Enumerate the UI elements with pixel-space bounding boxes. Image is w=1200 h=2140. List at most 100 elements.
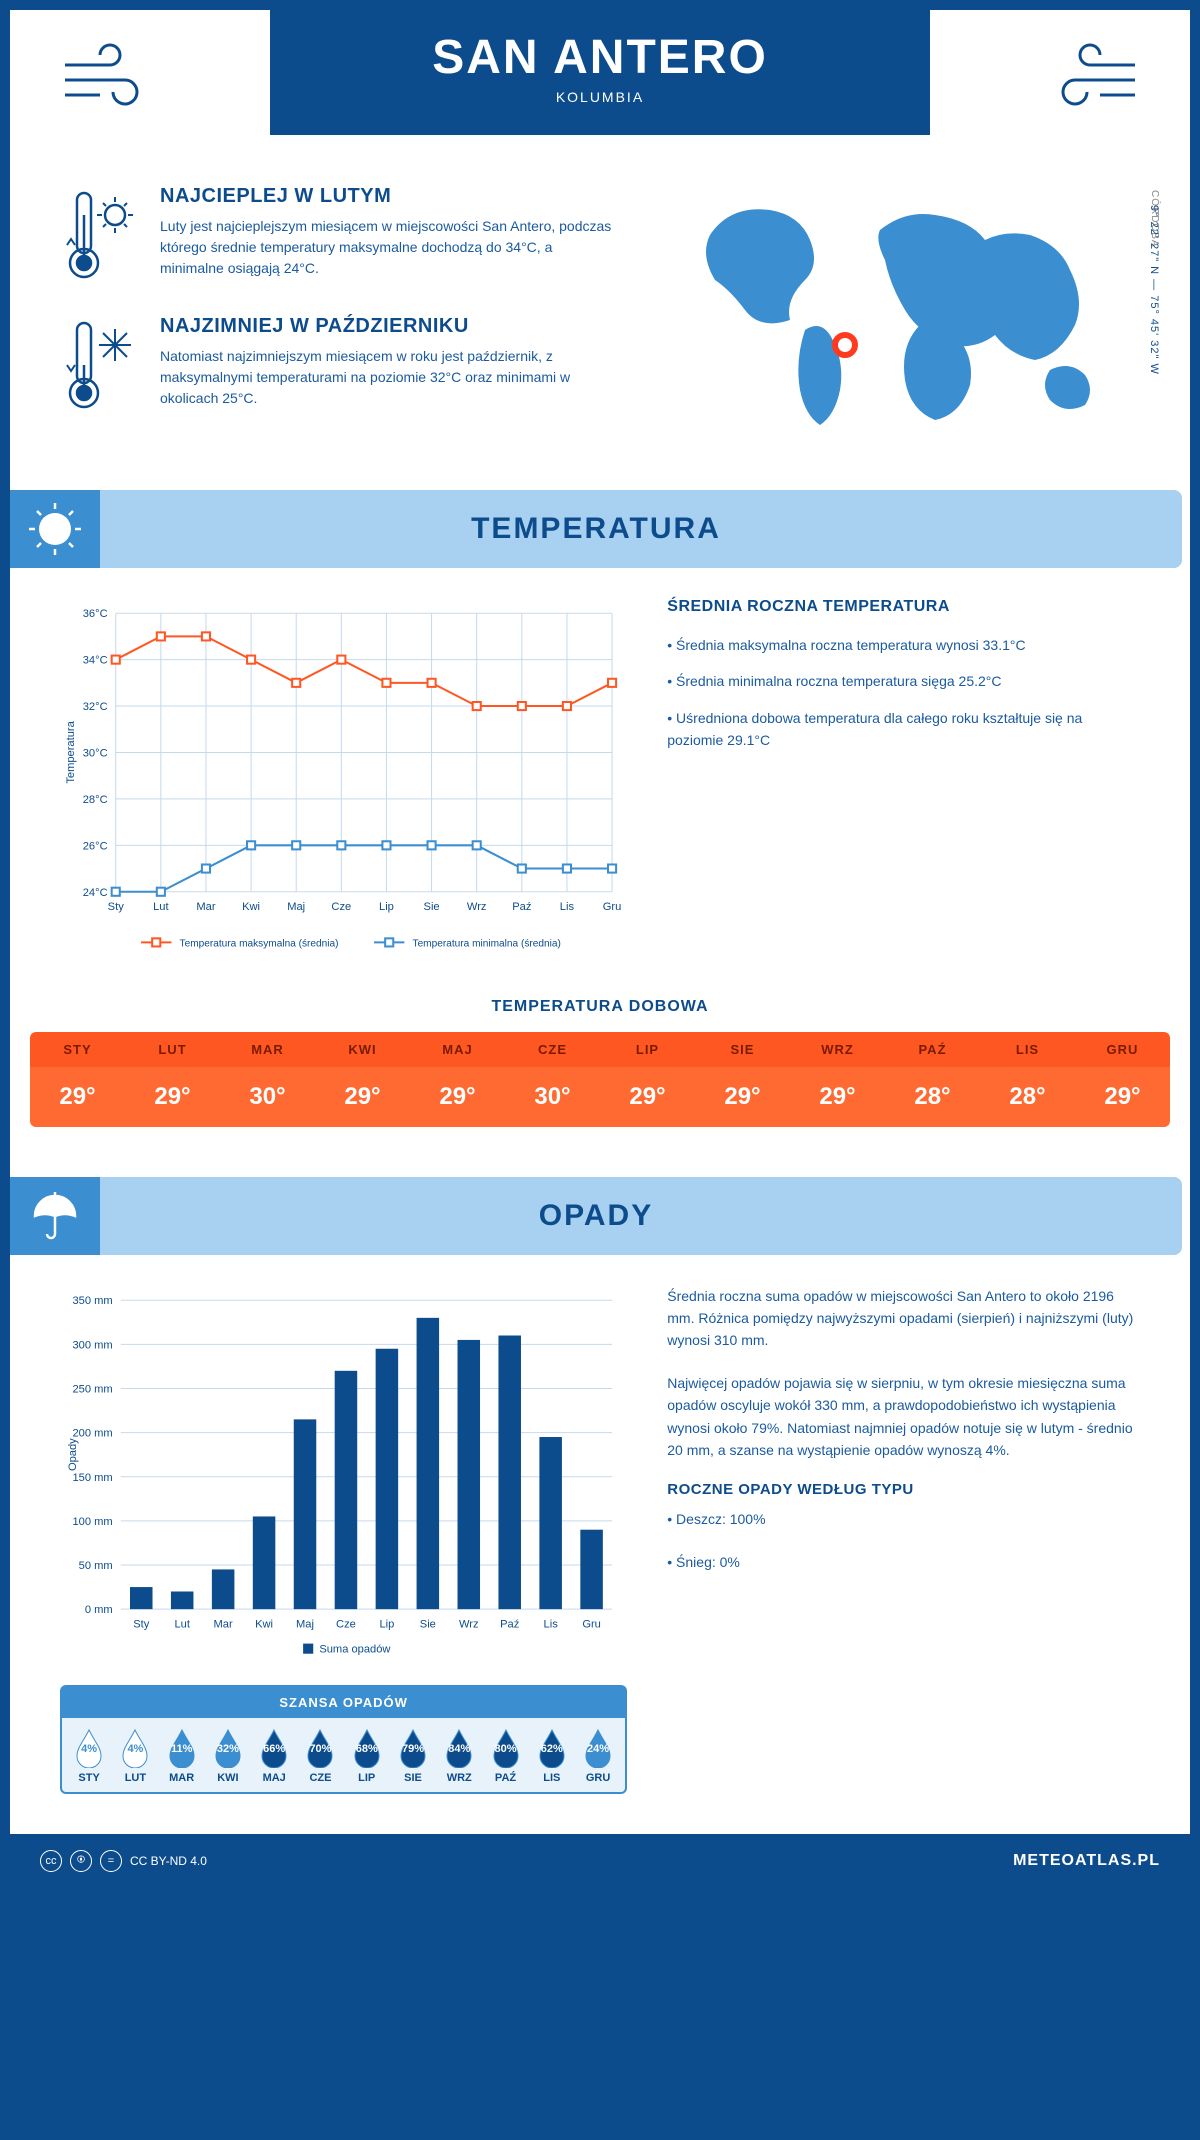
chance-percent: 11% xyxy=(171,1743,192,1755)
daily-temp-value: 29° xyxy=(1075,1067,1170,1127)
temp-desc-p2: • Średnia minimalna roczna temperatura s… xyxy=(667,670,1140,692)
daily-temp-value: 29° xyxy=(695,1067,790,1127)
svg-text:Paź: Paź xyxy=(512,901,532,913)
header: SAN ANTERO KOLUMBIA xyxy=(10,10,1190,185)
temp-desc-p3: • Uśredniona dobowa temperatura dla całe… xyxy=(667,707,1140,752)
world-map-icon xyxy=(660,185,1140,445)
chance-percent: 79% xyxy=(402,1743,424,1755)
svg-text:Lis: Lis xyxy=(560,901,575,913)
info-text-column: NAJCIEPLEJ W LUTYM Luty jest najcieplejs… xyxy=(60,185,620,450)
chance-month: LUT xyxy=(112,1772,158,1784)
precipitation-title: OPADY xyxy=(30,1199,1162,1233)
precipitation-bar-chart: 0 mm50 mm100 mm150 mm200 mm250 mm300 mm3… xyxy=(60,1285,627,1670)
daily-temp-month: WRZ xyxy=(790,1032,885,1067)
info-section: NAJCIEPLEJ W LUTYM Luty jest najcieplejs… xyxy=(10,185,1190,490)
daily-temp-month: SIE xyxy=(695,1032,790,1067)
daily-temp-value: 29° xyxy=(30,1067,125,1127)
svg-text:150 mm: 150 mm xyxy=(72,1471,112,1483)
drop-icon: 66% xyxy=(258,1728,290,1768)
precip-type-snow: • Śnieg: 0% xyxy=(667,1551,1140,1573)
svg-text:300 mm: 300 mm xyxy=(72,1339,112,1351)
temperature-content: 24°C26°C28°C30°C32°C34°C36°CStyLutMarKwi… xyxy=(10,568,1190,988)
svg-text:Maj: Maj xyxy=(287,901,305,913)
wind-icon xyxy=(60,40,150,124)
coordinates: 9° 22' 27" N — 75° 45' 32" W xyxy=(1148,205,1160,375)
svg-text:250 mm: 250 mm xyxy=(72,1383,112,1395)
temp-desc-p1: • Średnia maksymalna roczna temperatura … xyxy=(667,634,1140,656)
chance-item: 62% LIS xyxy=(529,1728,575,1784)
city-title: SAN ANTERO xyxy=(310,30,890,85)
svg-text:Sty: Sty xyxy=(133,1618,150,1630)
chance-month: GRU xyxy=(575,1772,621,1784)
svg-text:Sie: Sie xyxy=(424,901,440,913)
footer: cc 🅯 = CC BY-ND 4.0 METEOATLAS.PL xyxy=(10,1834,1190,1888)
warmest-desc: Luty jest najcieplejszym miesiącem w mie… xyxy=(160,216,620,279)
svg-text:Gru: Gru xyxy=(603,901,622,913)
chance-percent: 66% xyxy=(263,1743,285,1755)
drop-icon: 68% xyxy=(351,1728,383,1768)
location-marker-icon xyxy=(835,335,855,355)
chance-month: KWI xyxy=(205,1772,251,1784)
coldest-text: NAJZIMNIEJ W PAŹDZIERNIKU Natomiast najz… xyxy=(160,315,620,415)
chance-month: PAŹ xyxy=(482,1772,528,1784)
precip-p1: Średnia roczna suma opadów w miejscowośc… xyxy=(667,1285,1140,1352)
chance-month: SIE xyxy=(390,1772,436,1784)
svg-text:Kwi: Kwi xyxy=(255,1618,273,1630)
daily-temp-value: 28° xyxy=(980,1067,1075,1127)
page: SAN ANTERO KOLUMBIA NAJCIEPLEJ W LUTYM L… xyxy=(0,0,1200,1898)
precipitation-content: 0 mm50 mm100 mm150 mm200 mm250 mm300 mm3… xyxy=(10,1255,1190,1834)
daily-temp-header-row: STYLUTMARKWIMAJCZELIPSIEWRZPAŹLISGRU xyxy=(30,1032,1170,1067)
precipitation-left-column: 0 mm50 mm100 mm150 mm200 mm250 mm300 mm3… xyxy=(60,1285,627,1794)
temp-desc-title: ŚREDNIA ROCZNA TEMPERATURA xyxy=(667,598,1140,616)
daily-temp-title: TEMPERATURA DOBOWA xyxy=(10,998,1190,1016)
daily-temp-month: GRU xyxy=(1075,1032,1170,1067)
chance-item: 70% CZE xyxy=(297,1728,343,1784)
svg-text:50 mm: 50 mm xyxy=(79,1560,113,1572)
chance-title: SZANSA OPADÓW xyxy=(62,1687,625,1718)
precip-type-rain: • Deszcz: 100% xyxy=(667,1508,1140,1530)
svg-text:34°C: 34°C xyxy=(83,655,108,667)
chance-item: 68% LIP xyxy=(344,1728,390,1784)
chance-month: CZE xyxy=(297,1772,343,1784)
svg-text:Mar: Mar xyxy=(196,901,215,913)
svg-text:Kwi: Kwi xyxy=(242,901,260,913)
svg-text:Wrz: Wrz xyxy=(467,901,487,913)
chance-percent: 4% xyxy=(127,1743,143,1755)
drop-icon: 62% xyxy=(536,1728,568,1768)
daily-temp-value: 30° xyxy=(505,1067,600,1127)
svg-text:Paź: Paź xyxy=(500,1618,520,1630)
chance-item: 24% GRU xyxy=(575,1728,621,1784)
precip-type-title: ROCZNE OPADY WEDŁUG TYPU xyxy=(667,1481,1140,1498)
svg-text:100 mm: 100 mm xyxy=(72,1516,112,1528)
chance-month: MAJ xyxy=(251,1772,297,1784)
svg-text:Suma opadów: Suma opadów xyxy=(319,1643,391,1655)
precipitation-section-header: OPADY xyxy=(10,1177,1182,1255)
svg-text:Cze: Cze xyxy=(336,1618,356,1630)
chance-month: LIS xyxy=(529,1772,575,1784)
daily-temp-month: KWI xyxy=(315,1032,410,1067)
precip-p2: Najwięcej opadów pojawia się w sierpniu,… xyxy=(667,1372,1140,1462)
drop-icon: 32% xyxy=(212,1728,244,1768)
drop-icon: 4% xyxy=(119,1728,151,1768)
chance-percent: 84% xyxy=(448,1743,470,1755)
cc-icon: cc xyxy=(40,1850,62,1872)
chance-month: STY xyxy=(66,1772,112,1784)
by-icon: 🅯 xyxy=(70,1850,92,1872)
thermometer-hot-icon xyxy=(60,185,140,285)
chance-percent: 80% xyxy=(495,1743,517,1755)
daily-temp-value-row: 29°29°30°29°29°30°29°29°29°28°28°29° xyxy=(30,1067,1170,1127)
chance-item: 32% KWI xyxy=(205,1728,251,1784)
daily-temp-value: 29° xyxy=(410,1067,505,1127)
svg-text:Maj: Maj xyxy=(296,1618,314,1630)
chance-percent: 24% xyxy=(587,1743,609,1755)
svg-text:28°C: 28°C xyxy=(83,794,108,806)
svg-text:Mar: Mar xyxy=(214,1618,233,1630)
svg-text:Lip: Lip xyxy=(379,1618,394,1630)
daily-temp-value: 29° xyxy=(125,1067,220,1127)
license-text: CC BY-ND 4.0 xyxy=(130,1854,207,1868)
coldest-block: NAJZIMNIEJ W PAŹDZIERNIKU Natomiast najz… xyxy=(60,315,620,415)
precipitation-description: Średnia roczna suma opadów w miejscowośc… xyxy=(667,1285,1140,1794)
daily-temp-value: 29° xyxy=(790,1067,885,1127)
daily-temp-month: PAŹ xyxy=(885,1032,980,1067)
daily-temp-month: LIP xyxy=(600,1032,695,1067)
